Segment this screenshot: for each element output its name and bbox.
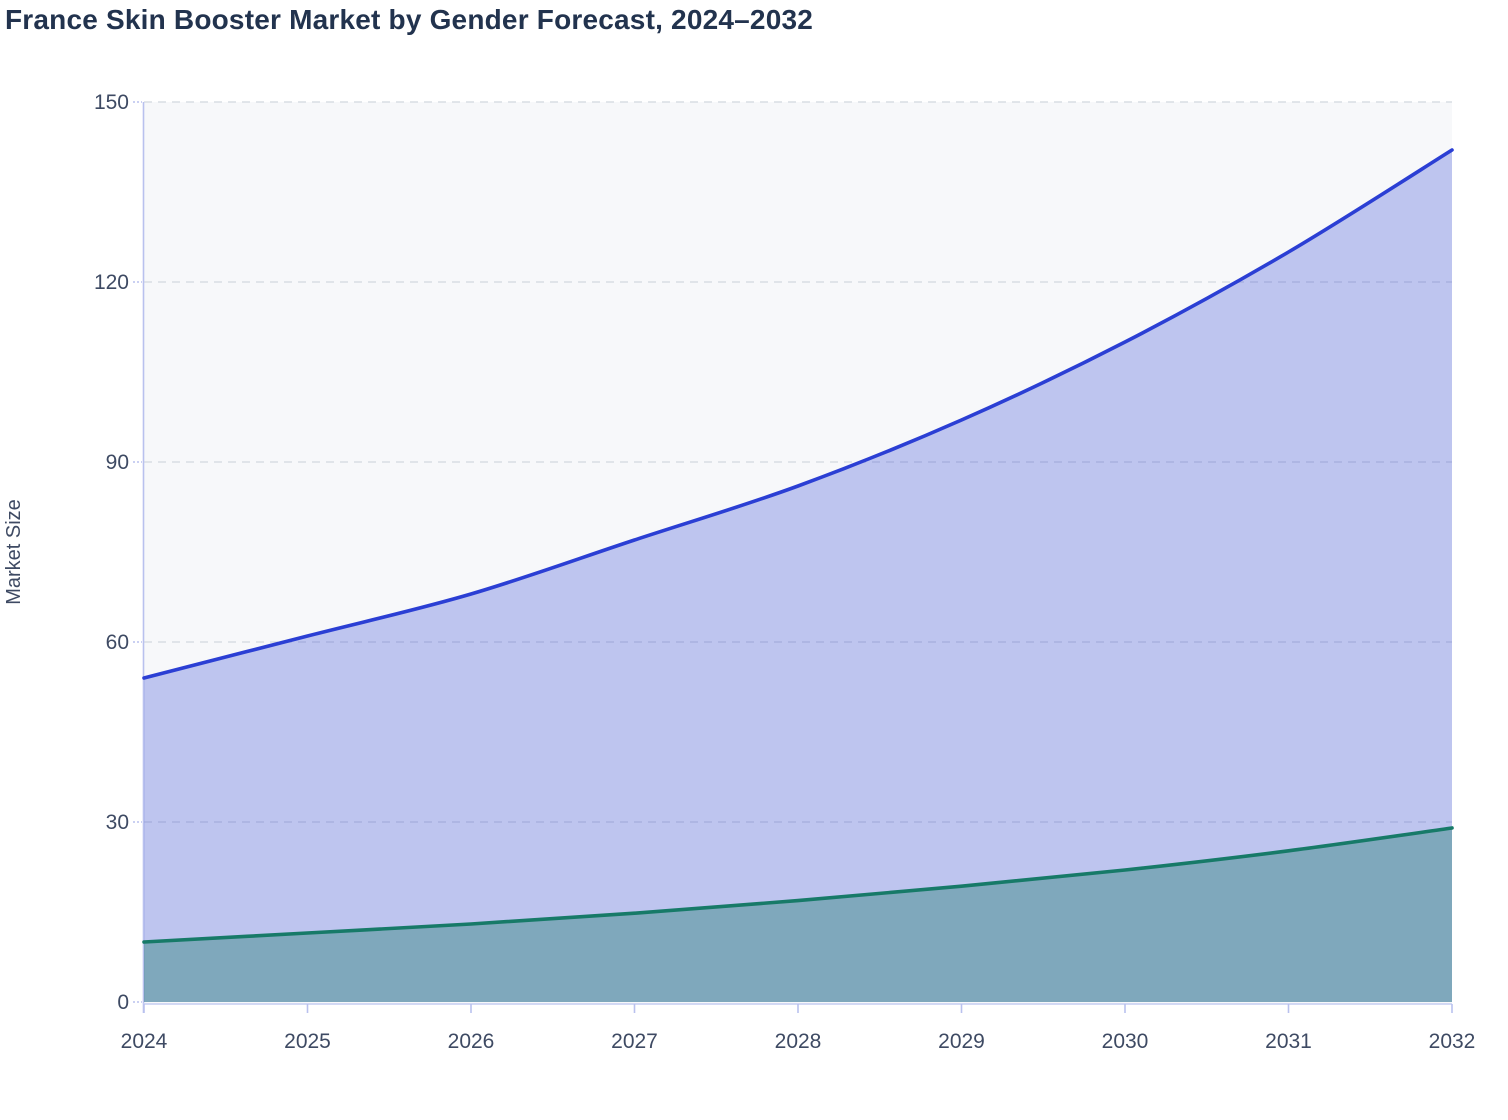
series-teal-line	[142, 826, 1454, 944]
y-tick-label: 150	[94, 91, 129, 114]
y-tick-label: 30	[106, 811, 129, 834]
x-tick-label: 2029	[938, 1030, 985, 1053]
chart-title: France Skin Booster Market by Gender For…	[5, 4, 814, 35]
series-blue-area	[144, 150, 1452, 1002]
y-tick-label: 60	[106, 631, 129, 654]
y-tick-label: 120	[94, 271, 129, 294]
x-tick-label: 2025	[284, 1030, 331, 1053]
x-tick-label: 2032	[1429, 1030, 1476, 1053]
y-tick-label: 0	[117, 991, 129, 1014]
x-tick-label: 2026	[448, 1030, 495, 1053]
y-tick-label: 90	[106, 451, 129, 474]
x-tick-label: 2024	[121, 1030, 168, 1053]
x-tick-label: 2028	[775, 1030, 822, 1053]
series-blue-line	[142, 148, 1454, 680]
x-tick-label: 2030	[1102, 1030, 1149, 1053]
x-tick-label: 2027	[611, 1030, 658, 1053]
y-axis-title: Market Size	[3, 499, 25, 605]
x-tick-label: 2031	[1265, 1030, 1312, 1053]
plot-background	[144, 102, 1452, 1004]
